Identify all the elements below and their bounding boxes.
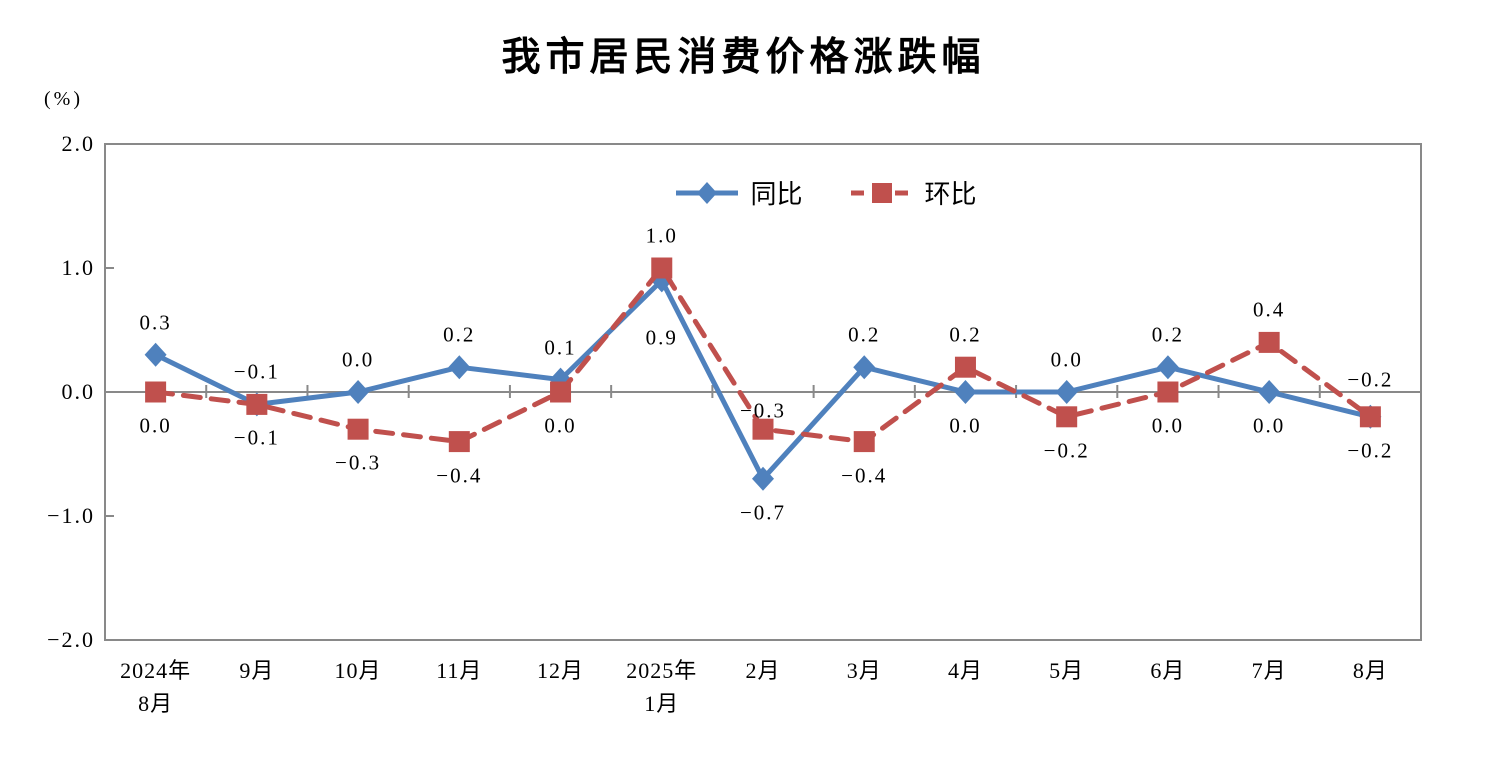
data-label-mom: 0.0 — [139, 413, 172, 438]
y-tick-label: −1.0 — [47, 503, 95, 528]
data-label-yoy: 0.0 — [949, 413, 982, 438]
diamond-marker-yoy — [1055, 380, 1078, 404]
data-label-yoy: 0.2 — [848, 322, 881, 347]
data-label-yoy: 0.9 — [645, 325, 678, 350]
legend: 同比 环比 — [82, 174, 1487, 211]
diamond-marker-yoy — [144, 342, 167, 367]
x-category-label: 6月 — [1150, 658, 1186, 683]
square-marker-mom — [145, 381, 167, 403]
chart-title: 我市居民消费价格涨跌幅 — [501, 36, 986, 79]
series-mom — [145, 257, 1381, 453]
x-category-label: 12月 — [537, 658, 585, 683]
square-marker-mom — [752, 418, 774, 440]
diamond-marker-yoy — [347, 380, 370, 404]
data-label-mom: 0.0 — [1151, 413, 1185, 438]
data-label-yoy: 0.3 — [139, 310, 172, 335]
data-label-yoy: 0.0 — [341, 347, 375, 372]
data-label-mom: −0.2 — [1043, 438, 1090, 463]
square-marker-mom — [246, 393, 268, 415]
legend-swatch-mom — [850, 182, 913, 203]
y-tick-label: 1.0 — [61, 255, 95, 280]
diamond-marker-yoy — [448, 355, 471, 380]
x-category-label: 4月 — [947, 658, 983, 683]
x-category-label: 2024年 8月 — [120, 658, 192, 716]
data-label-yoy: −0.2 — [1347, 438, 1394, 463]
data-label-mom: −0.4 — [841, 463, 888, 488]
data-label-yoy: −0.7 — [739, 500, 787, 525]
data-label-mom: 0.4 — [1253, 297, 1286, 322]
x-category-label: 7月 — [1251, 658, 1287, 683]
data-label-mom: −0.3 — [335, 450, 382, 475]
legend-swatch-yoy — [676, 181, 739, 204]
data-label-yoy: 0.2 — [443, 322, 476, 347]
legend-square-icon — [871, 182, 892, 203]
square-marker-mom — [347, 418, 369, 440]
square-marker-mom — [1258, 331, 1280, 353]
data-label-yoy: 0.0 — [1050, 347, 1083, 372]
square-marker-mom — [550, 381, 572, 403]
square-marker-mom — [651, 257, 673, 279]
x-category-label: 2月 — [745, 658, 781, 683]
square-marker-mom — [1359, 406, 1381, 428]
legend-item-mom: 环比 — [849, 174, 977, 211]
square-marker-mom — [448, 431, 470, 453]
data-label-yoy: 0.1 — [544, 335, 577, 360]
data-label-mom: 0.2 — [949, 322, 982, 347]
x-category-label: 10月 — [334, 658, 382, 683]
y-axis-unit-label: (%) — [44, 88, 83, 110]
data-label-mom: −0.1 — [233, 425, 280, 450]
data-label-mom: −0.4 — [436, 463, 483, 488]
data-label-mom: 1.0 — [645, 223, 678, 248]
diamond-marker-yoy — [752, 466, 774, 491]
legend-item-yoy: 同比 — [674, 174, 803, 211]
data-label-yoy: 0.2 — [1151, 322, 1185, 347]
data-label-mom: −0.2 — [1347, 367, 1394, 392]
square-marker-mom — [954, 356, 976, 378]
square-marker-mom — [853, 431, 875, 453]
diamond-marker-yoy — [1258, 380, 1281, 404]
y-tick-label: −2.0 — [47, 627, 95, 652]
x-category-label: 3月 — [846, 658, 882, 683]
data-label-yoy: 0.0 — [1253, 413, 1286, 438]
x-category-label: 9月 — [239, 658, 275, 683]
legend-diamond-icon — [697, 181, 718, 204]
x-category-label: 2025年 1月 — [626, 658, 698, 716]
diamond-marker-yoy — [954, 380, 977, 404]
x-category-label: 8月 — [1352, 658, 1388, 683]
diamond-marker-yoy — [853, 355, 876, 380]
diamond-marker-yoy — [1156, 355, 1179, 380]
data-label-yoy: −0.1 — [233, 359, 280, 384]
data-label-mom: −0.3 — [739, 398, 787, 423]
legend-label-yoy: 同比 — [750, 180, 803, 209]
y-tick-label: 2.0 — [61, 131, 95, 156]
x-category-label: 11月 — [436, 658, 483, 683]
square-marker-mom — [1056, 406, 1078, 428]
x-category-label: 5月 — [1049, 658, 1085, 683]
y-tick-label: 0.0 — [61, 379, 95, 404]
legend-label-mom: 环比 — [924, 180, 977, 209]
square-marker-mom — [1157, 381, 1179, 403]
data-label-mom: 0.0 — [544, 413, 577, 438]
